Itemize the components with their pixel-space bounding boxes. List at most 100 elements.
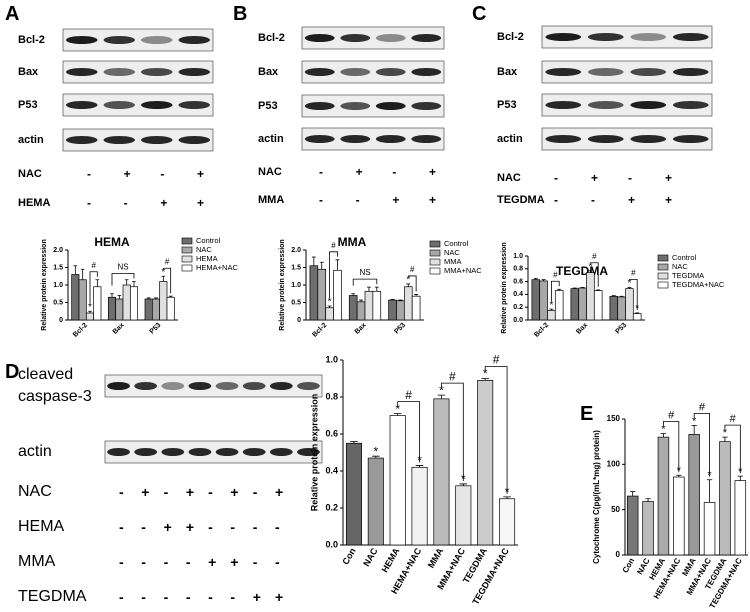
bar — [388, 299, 397, 321]
significance-marker: * — [483, 367, 488, 381]
x-tick-label: Bcl-2 — [311, 322, 328, 339]
blot-band — [545, 68, 582, 76]
significance-marker: * — [439, 383, 444, 397]
blot-band — [545, 101, 582, 109]
bar — [499, 498, 516, 546]
error-bar — [676, 474, 682, 478]
blot-band — [304, 135, 335, 143]
blot-band — [304, 34, 335, 42]
bar — [570, 288, 580, 321]
treatment-sign: - — [185, 589, 191, 605]
x-tick-label: MMA — [426, 546, 446, 570]
error-bar — [327, 305, 332, 308]
bar — [389, 415, 406, 546]
y-axis-label: Relative protein expression — [501, 242, 508, 333]
blot-strip — [301, 94, 445, 118]
legend-label: TEGDMA — [672, 271, 704, 280]
annotation: # — [592, 252, 597, 261]
error-bar — [414, 294, 419, 297]
annotation: # — [331, 241, 336, 250]
treatment-sign: - — [119, 519, 124, 535]
error-bar — [737, 475, 744, 481]
x-tick-label: P53 — [393, 322, 407, 336]
band-label: actin — [18, 443, 52, 460]
treatment-sign: + — [252, 589, 261, 605]
blot-band — [269, 382, 293, 390]
x-tick-label: P53 — [149, 322, 163, 336]
blot-band — [587, 135, 624, 143]
y-tick-label: 1.5 — [53, 264, 63, 271]
error-bar — [722, 436, 728, 442]
error-bar — [80, 268, 85, 280]
legend-label: TEGDMA+NAC — [672, 280, 725, 289]
y-axis-label: Relative protein expression — [309, 394, 319, 512]
blot-band — [178, 68, 210, 76]
significance-marker: * — [549, 300, 553, 311]
blot-band — [103, 136, 135, 144]
bar — [433, 398, 450, 546]
legend-label: Control — [672, 253, 697, 262]
error-bar — [154, 297, 158, 299]
bracket — [663, 421, 680, 473]
error-bar — [706, 479, 713, 503]
significance-marker: * — [328, 297, 332, 308]
bar — [107, 296, 117, 321]
bar — [78, 279, 87, 321]
legend-swatch — [657, 272, 669, 280]
treatment-sign: - — [554, 171, 558, 185]
error-bar — [168, 295, 173, 298]
blot-band — [178, 136, 210, 144]
treatment-sign: + — [208, 554, 217, 570]
bar — [673, 476, 685, 556]
blot-band — [215, 448, 239, 456]
blot-band — [297, 382, 320, 390]
bar — [578, 287, 587, 321]
treatment-sign: + — [429, 165, 437, 179]
legend-label: HEMA+NAC — [196, 263, 238, 272]
legend-label: NAC — [444, 248, 460, 257]
bar — [657, 436, 670, 556]
treatment-sign: - — [252, 554, 258, 570]
y-tick-label: 1.0 — [325, 354, 338, 364]
chart-title: HEMA — [94, 235, 130, 249]
treatment-sign: - — [230, 589, 236, 605]
chart-title: TEGDMA — [556, 264, 608, 278]
blot-band — [672, 68, 709, 76]
treatment-sign: - — [141, 554, 146, 570]
error-bar — [611, 295, 616, 297]
blot-band — [340, 68, 371, 76]
treatment-sign: + — [275, 484, 284, 500]
bar — [625, 288, 634, 321]
y-tick-label: 2.0 — [53, 247, 63, 254]
blot-band — [103, 36, 135, 44]
error-bar — [437, 394, 446, 399]
bar — [317, 268, 327, 321]
bar — [403, 286, 413, 321]
annotation: # — [165, 257, 170, 266]
y-tick-label: 150 — [607, 414, 621, 423]
legend-label: MMA — [444, 257, 462, 266]
error-bar — [481, 378, 490, 381]
bar — [455, 485, 472, 546]
blot-band — [215, 382, 239, 390]
x-tick-label: Bax — [354, 322, 368, 336]
bar — [93, 286, 102, 321]
blot-band — [161, 448, 185, 456]
blot-band — [411, 135, 442, 143]
bar — [734, 480, 747, 556]
treatment-sign: + — [185, 519, 195, 535]
blot-band — [141, 136, 173, 144]
bar — [151, 298, 161, 321]
legend-swatch — [181, 255, 193, 263]
significance-marker: * — [627, 278, 631, 289]
treatment-sign: + — [163, 519, 172, 535]
x-tick-label: Bcl-2 — [72, 322, 89, 339]
y-tick-label: 0.8 — [325, 391, 338, 401]
significance-marker: * — [588, 261, 592, 272]
blot-band — [107, 382, 130, 390]
treatment-sign: - — [355, 193, 360, 207]
bar — [129, 286, 139, 321]
error-bar — [319, 261, 324, 270]
bar — [71, 274, 80, 321]
blot-band — [340, 135, 371, 143]
